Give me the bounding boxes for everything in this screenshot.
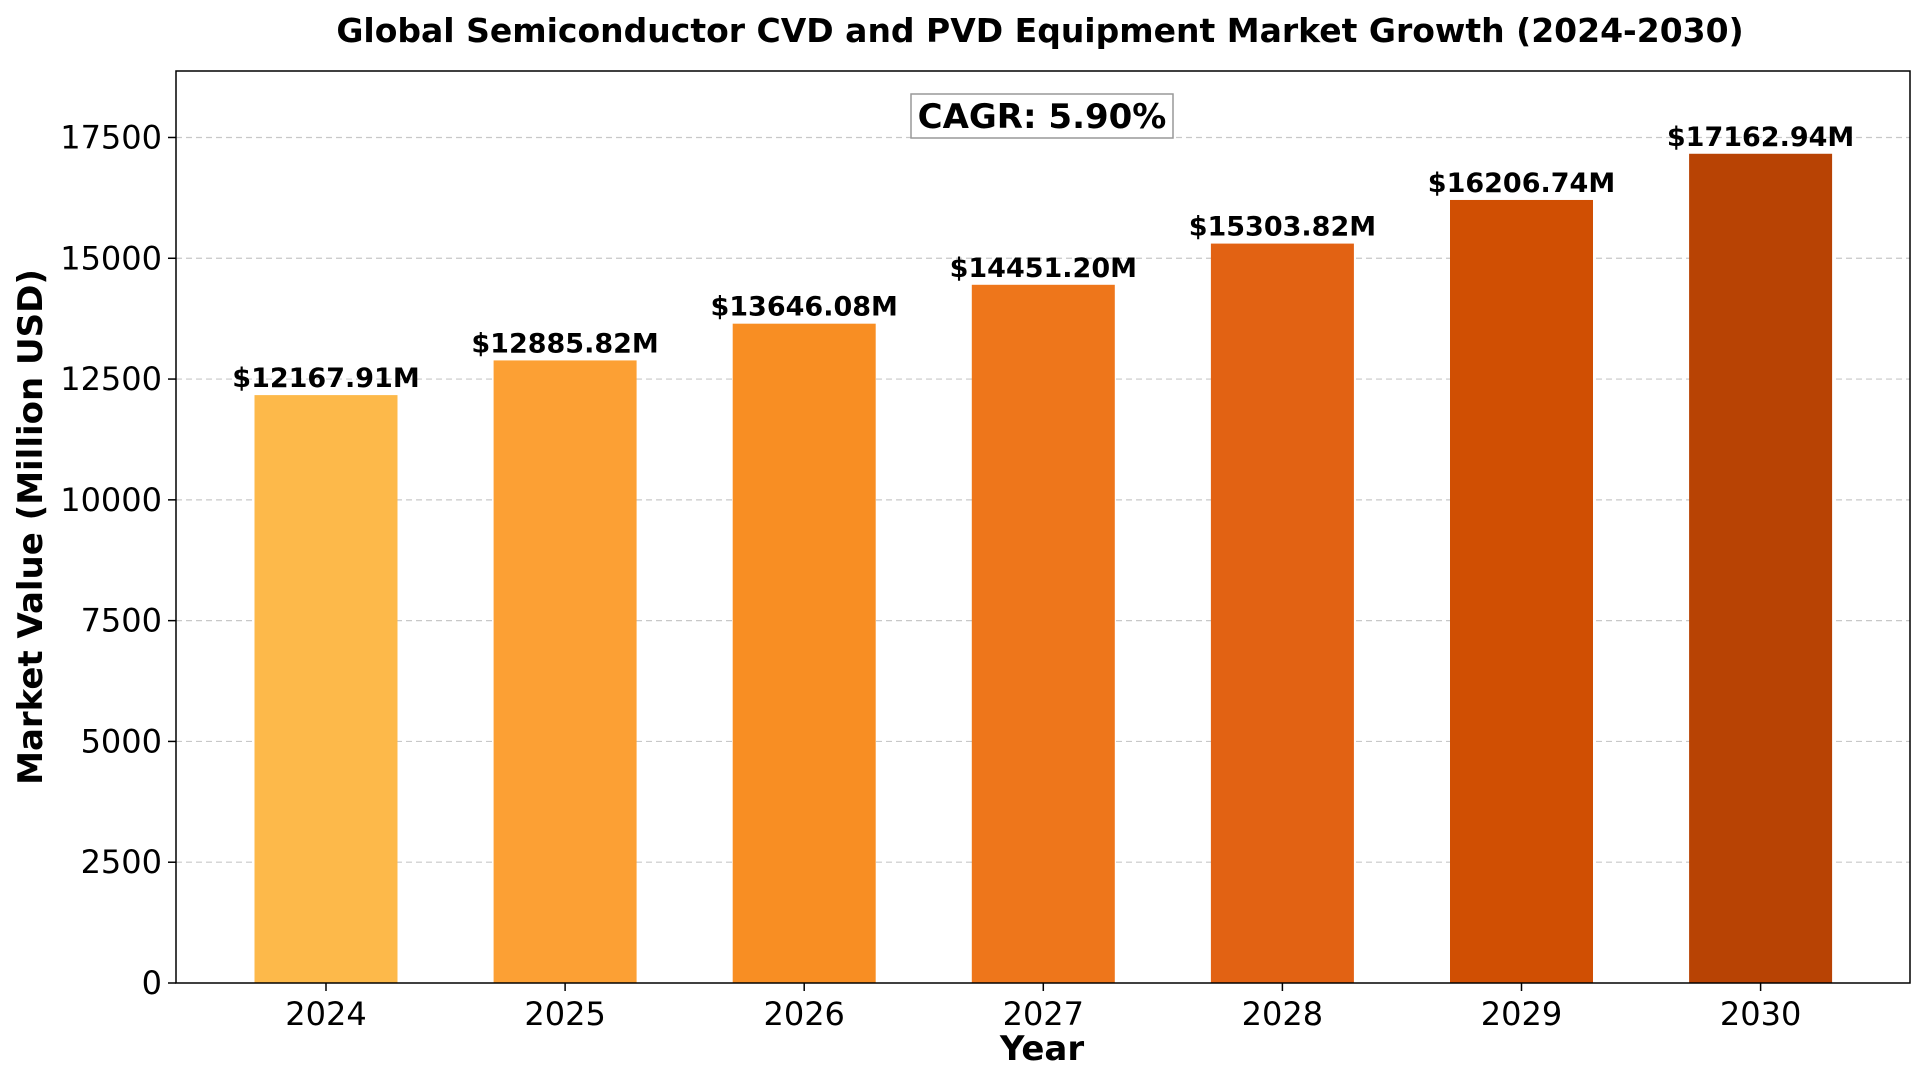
- bar-value-label: $16206.74M: [1428, 168, 1615, 199]
- bar-value-label: $14451.20M: [950, 253, 1137, 284]
- bar-2028: [1210, 243, 1354, 984]
- bar-value-labels: $12167.91M $12885.82M $13646.08M $14451.20M…: [232, 122, 1854, 394]
- y-tick-label: 10000: [60, 481, 162, 519]
- y-tick-label: 0: [142, 964, 162, 1002]
- y-tick-label: 17500: [60, 118, 162, 156]
- bar-value-label: $13646.08M: [710, 292, 897, 323]
- y-tick-label: 2500: [81, 843, 162, 881]
- cagr-box: [910, 93, 1174, 139]
- x-axis-label: Year: [999, 1029, 1085, 1069]
- y-tick-label: 15000: [60, 239, 162, 277]
- cagr-annotation: CAGR: 5.90%: [910, 93, 1174, 139]
- bar-2026: [732, 323, 876, 983]
- y-axis-ticks: 0 2500 5000 7500 10000 12500 15000 17500: [60, 118, 176, 1002]
- bar-value-label: $12167.91M: [232, 363, 419, 394]
- bar-value-label: $12885.82M: [471, 328, 658, 359]
- y-tick-label: 12500: [60, 360, 162, 398]
- bar-2029: [1450, 199, 1593, 983]
- x-tick-label: 2026: [763, 995, 844, 1033]
- bar-2027: [971, 284, 1115, 983]
- y-axis-label: Market Value (Million USD): [11, 269, 51, 785]
- plot-frame: [175, 70, 1911, 984]
- bar-value-label: $15303.82M: [1189, 212, 1376, 243]
- x-tick-label: 2030: [1720, 995, 1801, 1033]
- x-tick-label: 2024: [285, 995, 366, 1033]
- y-tick-label: 5000: [81, 722, 162, 760]
- y-tick-label: 7500: [81, 602, 162, 640]
- bar-2024: [254, 395, 398, 983]
- cagr-label: CAGR: 5.90%: [918, 97, 1167, 137]
- x-tick-label: 2027: [1003, 995, 1084, 1033]
- chart-title: Global Semiconductor CVD and PVD Equipme…: [336, 11, 1743, 50]
- x-tick-label: 2028: [1242, 995, 1323, 1033]
- x-tick-label: 2029: [1481, 995, 1562, 1033]
- y-gridlines: [176, 136, 1910, 863]
- bar-2030: [1689, 153, 1833, 984]
- bar-2025: [493, 360, 637, 983]
- x-tick-label: 2025: [524, 995, 605, 1033]
- x-axis-ticks: 2024 2025 2026 2027 2028 2029 2030: [285, 983, 1801, 1033]
- bar-value-label: $17162.94M: [1667, 122, 1854, 153]
- bar-series: [254, 153, 1833, 984]
